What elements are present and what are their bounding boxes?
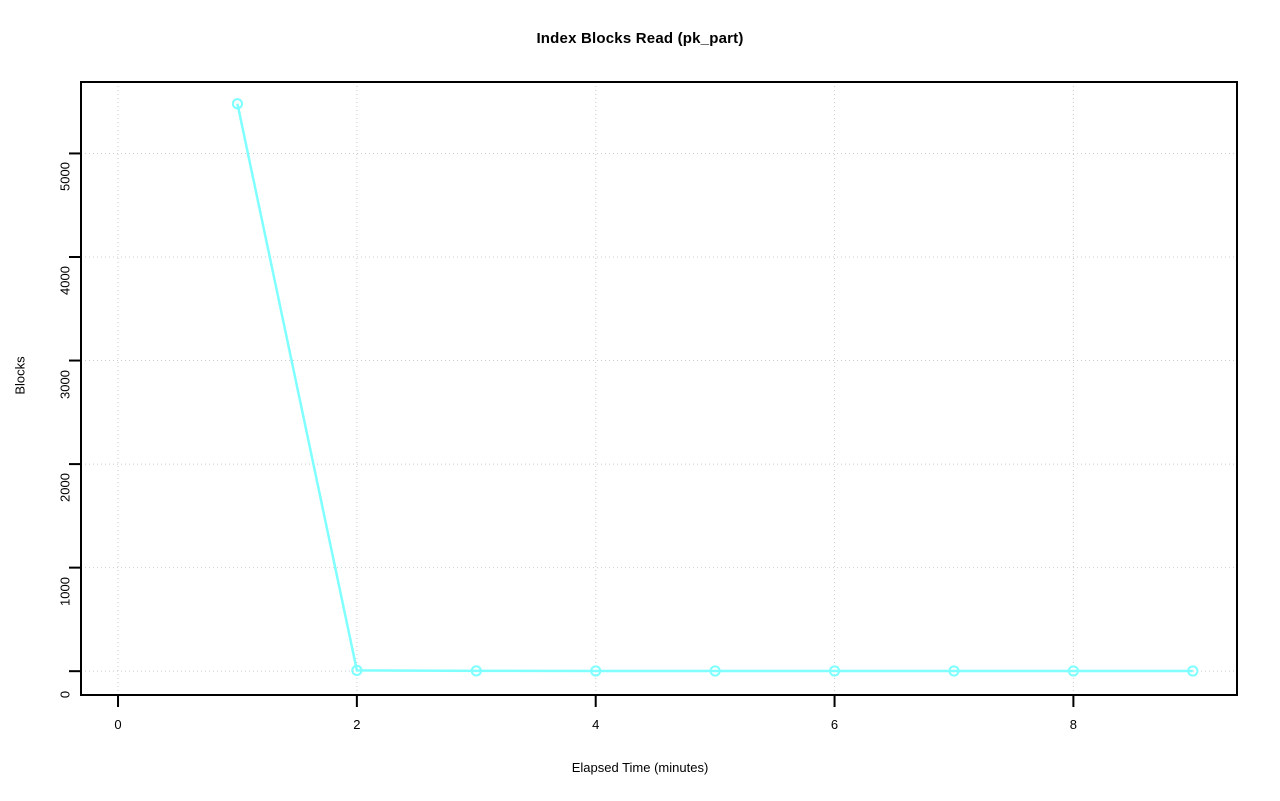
chart-title: Index Blocks Read (pk_part) [536, 30, 744, 47]
data-point-marker [351, 664, 363, 676]
y-tick-label: 4000 [57, 266, 73, 295]
data-point-marker [1187, 665, 1199, 677]
y-axis-label: Blocks [12, 356, 28, 395]
x-tick-label: 8 [1069, 717, 1077, 732]
x-tick-label: 2 [353, 717, 361, 732]
x-tick-label: 0 [114, 717, 122, 732]
plot-frame [80, 81, 1238, 696]
data-series [231, 98, 1199, 677]
data-point-marker [709, 665, 721, 677]
plot-frame-rect [80, 81, 1238, 696]
y-tick-label: 3000 [57, 369, 73, 399]
series-line [236, 103, 1193, 673]
data-point-marker [828, 665, 841, 677]
data-point-marker [470, 665, 482, 677]
x-tick-label: 4 [592, 717, 600, 732]
data-point-marker [948, 665, 960, 677]
x-tick-label: 6 [830, 717, 839, 732]
data-point-marker [231, 98, 244, 110]
grid-lines [81, 82, 1237, 695]
x-axis-label: Elapsed Time (minutes) [571, 760, 709, 775]
y-tick-label: 1000 [57, 576, 73, 606]
data-point-marker [1067, 665, 1079, 677]
data-point-marker [590, 665, 602, 677]
y-tick-label: 2000 [57, 473, 73, 503]
axis-ticks [69, 152, 1075, 707]
y-tick-label: 5000 [57, 162, 73, 192]
y-tick-label: 0 [57, 691, 73, 699]
